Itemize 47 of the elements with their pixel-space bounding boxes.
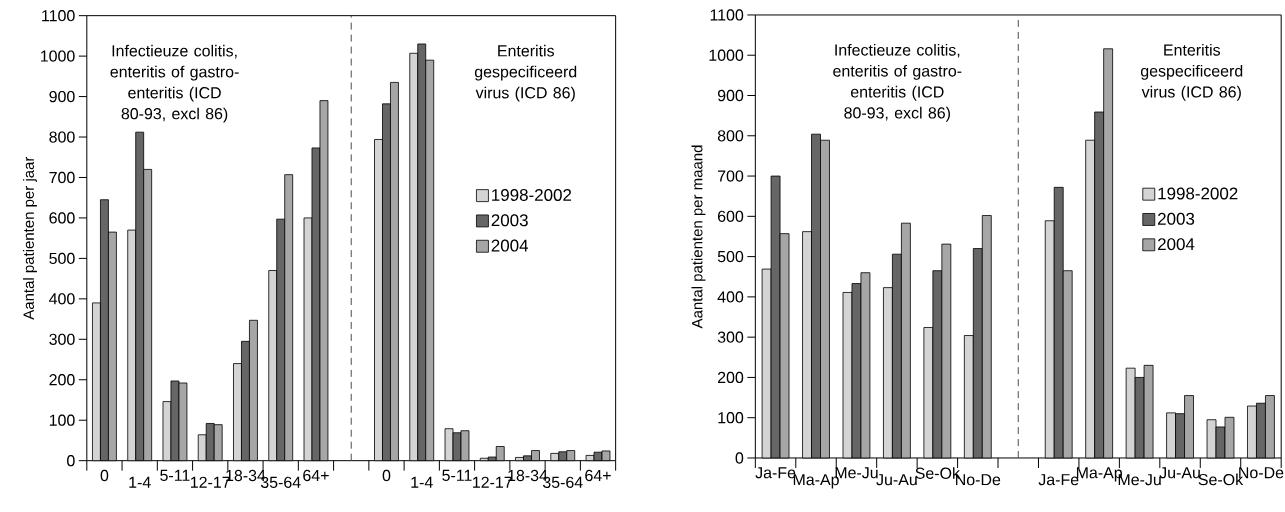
y-tick-label: 800 [717, 130, 744, 142]
x-tick-label: 64+ [585, 469, 611, 482]
y-tick-label: 400 [49, 293, 75, 305]
y-tick-label: 600 [49, 212, 75, 224]
y-tick-label: 700 [49, 171, 75, 184]
y-tick-label: 400 [717, 291, 744, 303]
y-tick-label: 300 [49, 333, 75, 346]
annotation: Enteritis gespecificeerd virus (ICD 86) [474, 44, 577, 102]
x-tick-label: Ju-Au [876, 474, 917, 486]
y-tick-label: 600 [718, 210, 744, 223]
x-tick-label: Ju-Au [1159, 467, 1200, 479]
y-tick-label: 900 [717, 89, 744, 102]
y-tick-label: 0 [735, 452, 744, 464]
y-tick-label: 700 [718, 170, 744, 182]
y-tick-label: 500 [49, 252, 75, 265]
y-tick-label: 200 [49, 374, 75, 386]
x-tick-label: 1-4 [411, 476, 433, 488]
y-tick-label: 1000 [41, 50, 75, 62]
y-tick-label: 300 [717, 331, 744, 343]
y-tick-label: 500 [717, 251, 744, 263]
y-tick-label: 1100 [42, 10, 75, 22]
legend-label: 1998-2002 [1158, 187, 1238, 200]
y-axis-title: Aantal patienten per maand [691, 145, 706, 329]
x-tick-label: 5-11 [160, 469, 190, 482]
y-tick-label: 0 [67, 455, 75, 467]
x-tick-label: Ja-Fe [1038, 474, 1079, 486]
annotation: Enteritis gespecificeerd virus (ICD 86) [1140, 44, 1243, 101]
legend-label: 2004 [1158, 238, 1195, 251]
x-tick-label: 64+ [303, 469, 329, 482]
legend-label: 2003 [1158, 212, 1195, 225]
y-tick-label: 100 [49, 414, 75, 426]
annotation: Infectieuze colitis, enteritis of gastro-enteritis (ICD 80-93, excl 86) [833, 44, 962, 122]
annotation: Infectieuze colitis, enteritis of gastro-enteritis (ICD 80-93, excl 86) [110, 44, 239, 123]
x-tick-label: 0 [100, 469, 109, 482]
y-tick-label: 800 [49, 131, 75, 143]
x-tick-label: 5-11 [442, 469, 472, 482]
y-tick-label: 100 [718, 412, 744, 424]
y-tick-label: 200 [717, 371, 744, 384]
legend-label: 2004 [491, 239, 529, 252]
y-tick-label: 1000 [709, 49, 744, 61]
legend-label: 2003 [491, 214, 528, 227]
legend-label: 1998-2002 [492, 189, 572, 202]
x-tick-label: 1-4 [129, 476, 151, 488]
y-tick-label: 1100 [710, 9, 744, 21]
y-axis-title: Aantal patienten per jaar [22, 156, 37, 320]
y-tick-label: 900 [49, 90, 75, 103]
x-tick-label: 0 [382, 469, 391, 482]
